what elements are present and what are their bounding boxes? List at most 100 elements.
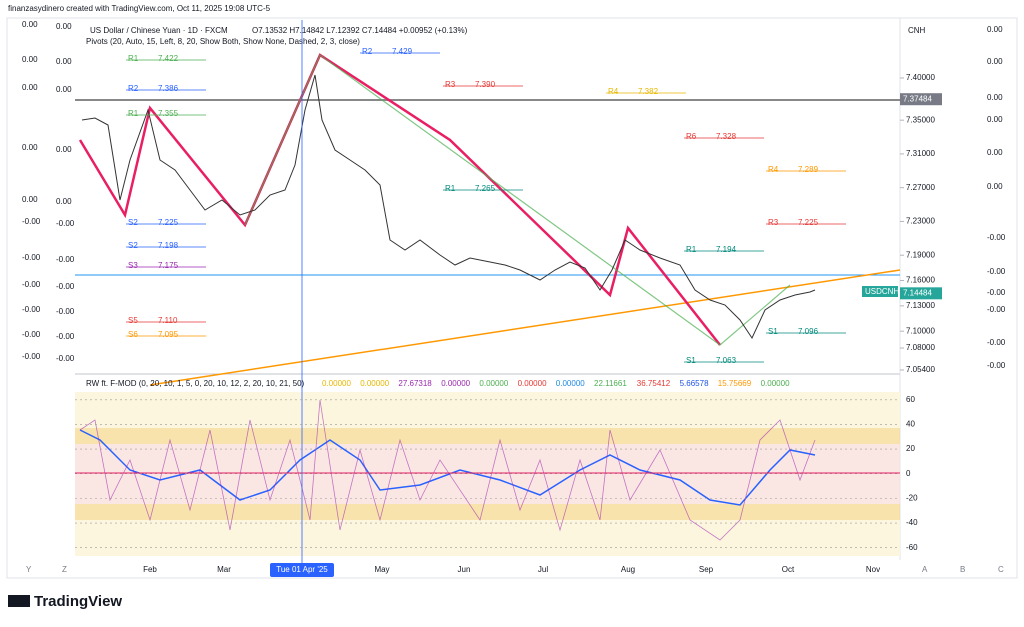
pivot-price: 7.175 <box>158 261 179 270</box>
left-scale-label: -0.00 <box>56 282 75 291</box>
axis-button: A <box>922 565 928 574</box>
axis-button: B <box>960 565 965 574</box>
osc-tick-label: 40 <box>906 420 915 429</box>
last-price-label: 7.14484 <box>903 288 932 297</box>
currency: CNH <box>908 26 926 35</box>
right-scale-label: 0.00 <box>987 93 1003 102</box>
left-scale-label: 0.00 <box>56 197 72 206</box>
header: finanzasydinero created with TradingView… <box>8 4 271 13</box>
pivot-name: S1 <box>686 356 696 365</box>
osc-readout: 27.67318 <box>398 379 432 388</box>
date-highlight <box>270 563 334 577</box>
date-label: Jun <box>458 565 471 574</box>
osc-readout: 0.00000 <box>556 379 585 388</box>
pivot-name: S2 <box>128 218 138 227</box>
left-scale-label: -0.00 <box>56 354 75 363</box>
pivot-name: R4 <box>768 165 779 174</box>
last-symbol-box <box>862 286 898 297</box>
pivot-name: S2 <box>128 241 138 250</box>
price-tick-label: 7.08000 <box>906 343 935 352</box>
left-scale-label: 0.00 <box>56 22 72 31</box>
osc-tick-label: -60 <box>906 543 918 552</box>
date-label: Mar <box>217 565 231 574</box>
axis-button: C <box>998 565 1004 574</box>
price-tick-label: 7.19000 <box>906 250 935 259</box>
osc-readout: 0.00000 <box>518 379 547 388</box>
pivot-price: 7.063 <box>716 356 737 365</box>
right-scale-label: -0.00 <box>987 338 1006 347</box>
left-scale-label: 0.00 <box>22 55 38 64</box>
pivot-price: 7.422 <box>158 54 179 63</box>
pivot-price: 7.225 <box>158 218 179 227</box>
marked-level-label: 7.37484 <box>903 94 932 103</box>
pivot-price: 7.265 <box>475 184 496 193</box>
pivot-name: S5 <box>128 316 138 325</box>
osc-readout: 5.66578 <box>680 379 709 388</box>
right-scale-label: 0.00 <box>987 115 1003 124</box>
right-scale-label: -0.00 <box>987 288 1006 297</box>
pivot-price: 7.289 <box>798 165 819 174</box>
price-tick-label: 7.05400 <box>906 365 935 374</box>
band-mid <box>75 444 900 504</box>
left-scale-label: 0.00 <box>56 145 72 154</box>
pivot-price: 7.095 <box>158 330 179 339</box>
osc-readout: 15.75669 <box>718 379 752 388</box>
pivot-name: R1 <box>445 184 456 193</box>
pivot-name: R3 <box>445 80 456 89</box>
pivot-price: 7.429 <box>392 47 413 56</box>
left-scale-label: 0.00 <box>22 143 38 152</box>
pivot-price: 7.390 <box>475 80 496 89</box>
price-tick-label: 7.27000 <box>906 183 935 192</box>
left-scale-label: -0.00 <box>22 305 41 314</box>
date-label: Feb <box>143 565 157 574</box>
osc-tick-label: -40 <box>906 518 918 527</box>
pivot-name: S6 <box>128 330 138 339</box>
logo-mark <box>8 595 30 607</box>
axis-button: Z <box>62 565 67 574</box>
pivot-name: R1 <box>128 54 139 63</box>
left-scale-label: -0.00 <box>22 280 41 289</box>
date-label: May <box>374 565 389 574</box>
pivot-name: S3 <box>128 261 138 270</box>
pivot-price: 7.328 <box>716 132 737 141</box>
osc-fast <box>79 399 816 541</box>
price-tick-label: 7.16000 <box>906 276 935 285</box>
pivot-name: R4 <box>608 87 619 96</box>
legend-ohlc: O7.13532 H7.14842 L7.12392 C7.14484 +0.0… <box>252 26 468 35</box>
left-scale-label: 0.00 <box>22 20 38 29</box>
price-tick-label: 7.13000 <box>906 301 935 310</box>
left-scale-label: -0.00 <box>22 253 41 262</box>
osc-tick-label: 20 <box>906 444 915 453</box>
zigzag-green <box>244 54 791 346</box>
price-tick-label: 7.40000 <box>906 73 935 82</box>
band-top <box>75 392 900 428</box>
frame <box>6 17 1018 579</box>
date-label: Aug <box>621 565 635 574</box>
right-scale-label: -0.00 <box>987 233 1006 242</box>
osc-tick-label: -20 <box>906 493 918 502</box>
pivot-price: 7.194 <box>716 245 737 254</box>
band-lower <box>75 504 900 520</box>
pivot-name: S1 <box>768 327 778 336</box>
right-scale-label: 0.00 <box>987 57 1003 66</box>
right-scale-label: -0.00 <box>987 361 1006 370</box>
pivot-price: 7.198 <box>158 241 179 250</box>
left-scale-label: -0.00 <box>56 255 75 264</box>
pivot-name: R6 <box>686 132 697 141</box>
left-scale-label: -0.00 <box>22 330 41 339</box>
left-scale-label: 0.00 <box>56 57 72 66</box>
price-tick-label: 7.10000 <box>906 326 935 335</box>
price-tick-label: 7.35000 <box>906 115 935 124</box>
price-tick-label: 7.31000 <box>906 149 935 158</box>
pivot-name: R2 <box>128 84 139 93</box>
pivot-price: 7.386 <box>158 84 179 93</box>
legend-pivots: Pivots (20, Auto, 15, Left, 8, 20, Show … <box>86 37 360 46</box>
left-scale-label: -0.00 <box>56 219 75 228</box>
osc-line <box>79 429 816 506</box>
left-scale-label: 0.00 <box>56 85 72 94</box>
logo: TradingView <box>34 593 122 610</box>
left-scale-label: -0.00 <box>22 217 41 226</box>
osc-tick-label: 0 <box>906 469 911 478</box>
pivot-name: R1 <box>128 109 139 118</box>
